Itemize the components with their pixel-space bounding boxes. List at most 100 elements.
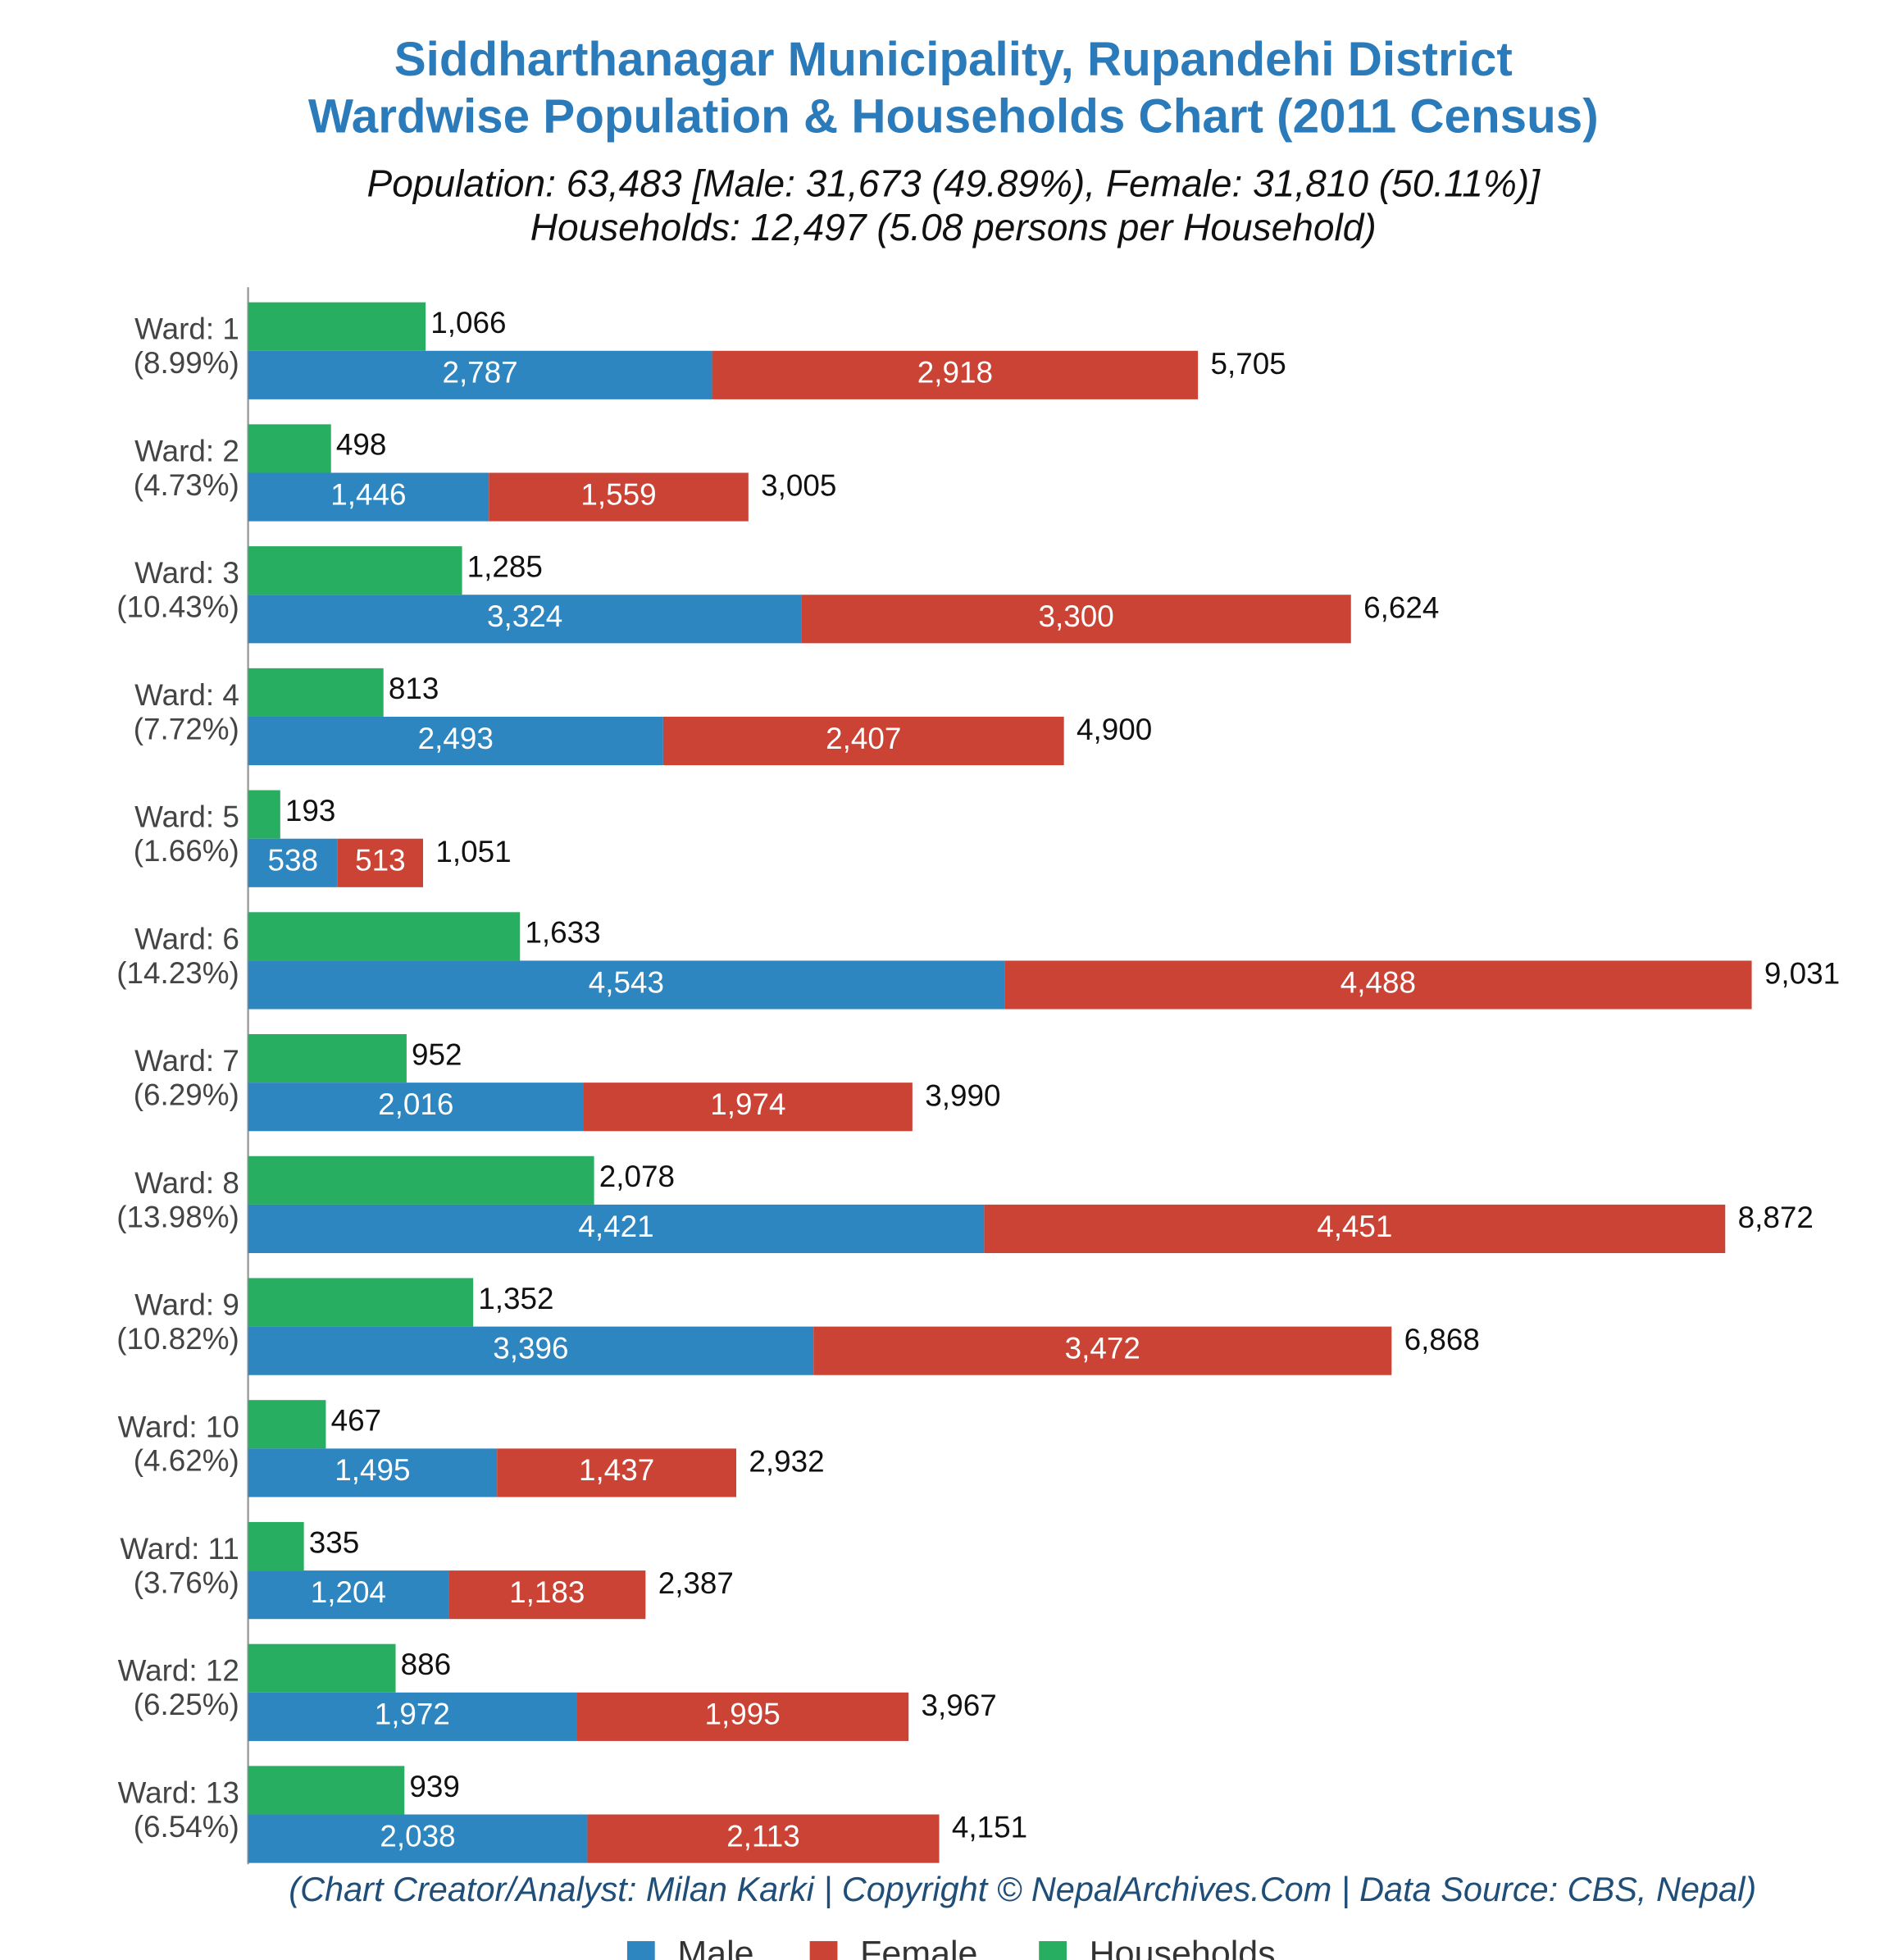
male-bar	[248, 1083, 584, 1132]
share-label: (10.43%)	[116, 590, 239, 624]
households-label: 1,285	[467, 549, 543, 583]
female-bar	[813, 1326, 1392, 1375]
chart-subtitle: Population: 63,483 [Male: 31,673 (49.89%…	[366, 162, 1541, 204]
female-bar	[497, 1448, 737, 1497]
segment-label: 2,038	[380, 1819, 455, 1853]
households-label: 335	[309, 1525, 359, 1559]
segment-label: 2,407	[826, 722, 901, 755]
category-label: Ward: 4	[134, 678, 239, 712]
segment-label: 2,113	[726, 1819, 800, 1853]
total-label: 3,990	[925, 1078, 1000, 1112]
category-label: Ward: 13	[118, 1775, 239, 1809]
male-bar	[248, 960, 1005, 1010]
legend-swatch	[626, 1940, 655, 1960]
segment-label: 4,543	[589, 965, 664, 999]
total-label: 5,705	[1210, 347, 1286, 381]
households-label: 2,078	[599, 1160, 675, 1193]
male-bar	[248, 1448, 498, 1497]
segment-label: 1,183	[509, 1575, 585, 1609]
total-label: 2,387	[658, 1566, 734, 1600]
households-label: 467	[331, 1404, 382, 1438]
total-label: 9,031	[1764, 957, 1840, 991]
households-bar	[248, 424, 331, 473]
total-label: 3,005	[761, 469, 836, 503]
segment-label: 2,016	[378, 1087, 453, 1121]
male-bar	[248, 1570, 449, 1620]
male-bar	[248, 595, 802, 644]
male-bar	[248, 1326, 814, 1375]
households-label: 1,352	[478, 1282, 553, 1315]
female-bar	[489, 472, 749, 522]
female-bar	[576, 1692, 909, 1741]
households-bar	[248, 1034, 407, 1083]
segment-label: 2,787	[442, 356, 517, 390]
category-label: Ward: 6	[134, 922, 239, 955]
category-label: Ward: 5	[134, 800, 239, 834]
households-label: 952	[412, 1037, 462, 1071]
legend-swatch	[809, 1940, 838, 1960]
category-label: Ward: 11	[120, 1532, 239, 1566]
total-label: 4,900	[1077, 713, 1152, 746]
households-bar	[248, 1521, 304, 1571]
share-label: (4.73%)	[134, 468, 239, 502]
total-label: 8,872	[1738, 1201, 1814, 1234]
segment-label: 3,300	[1039, 599, 1114, 633]
category-label: Ward: 2	[134, 434, 239, 467]
category-label: Ward: 1	[134, 312, 239, 346]
share-label: (6.25%)	[134, 1688, 239, 1721]
male-bar	[248, 1814, 588, 1863]
segment-label: 1,559	[580, 477, 656, 511]
male-bar	[248, 472, 489, 522]
households-bar	[248, 302, 426, 351]
segment-label: 513	[355, 844, 406, 877]
total-label: 1,051	[435, 835, 511, 868]
caption: (Chart Creator/Analyst: Milan Karki | Co…	[289, 1870, 1756, 1908]
share-label: (3.76%)	[134, 1566, 239, 1599]
legend-label: Households	[1090, 1935, 1276, 1960]
share-label: (6.54%)	[134, 1810, 239, 1844]
segment-label: 4,451	[1317, 1210, 1392, 1243]
segment-label: 1,495	[335, 1453, 410, 1487]
share-label: (10.82%)	[116, 1322, 239, 1356]
share-label: (7.72%)	[134, 712, 239, 745]
female-bar	[712, 350, 1199, 399]
segment-label: 2,493	[418, 722, 494, 755]
households-bar	[248, 1278, 474, 1327]
total-label: 3,967	[922, 1689, 997, 1722]
households-label: 939	[409, 1770, 459, 1803]
category-label: Ward: 8	[134, 1166, 239, 1200]
households-bar	[248, 546, 462, 595]
female-bar	[587, 1814, 940, 1863]
legend-label: Female	[860, 1935, 977, 1960]
female-bar	[337, 838, 424, 887]
total-label: 6,868	[1404, 1323, 1480, 1356]
households-label: 1,066	[430, 306, 506, 340]
households-label: 813	[389, 672, 439, 705]
segment-label: 1,446	[330, 477, 406, 511]
category-label: Ward: 9	[134, 1288, 239, 1322]
segment-label: 1,437	[579, 1453, 654, 1487]
segment-label: 1,974	[710, 1087, 785, 1121]
female-bar	[801, 595, 1351, 644]
share-label: (13.98%)	[116, 1200, 239, 1233]
chart-title: Wardwise Population & Households Chart (…	[308, 89, 1599, 143]
households-bar	[248, 1766, 405, 1815]
male-bar	[248, 1692, 577, 1741]
households-label: 1,633	[525, 916, 600, 950]
total-label: 4,151	[952, 1811, 1027, 1844]
female-bar	[583, 1083, 913, 1132]
households-label: 886	[401, 1648, 451, 1681]
households-label: 193	[285, 794, 336, 827]
female-bar	[448, 1570, 646, 1620]
male-bar	[248, 1204, 985, 1254]
legend-swatch	[1039, 1940, 1067, 1960]
male-bar	[248, 716, 663, 766]
share-label: (4.62%)	[134, 1444, 239, 1478]
households-bar	[248, 1400, 326, 1449]
male-bar	[248, 838, 338, 887]
segment-label: 4,488	[1341, 965, 1416, 999]
female-bar	[984, 1204, 1726, 1254]
chart-subtitle: Households: 12,497 (5.08 persons per Hou…	[530, 206, 1377, 248]
male-bar	[248, 350, 712, 399]
